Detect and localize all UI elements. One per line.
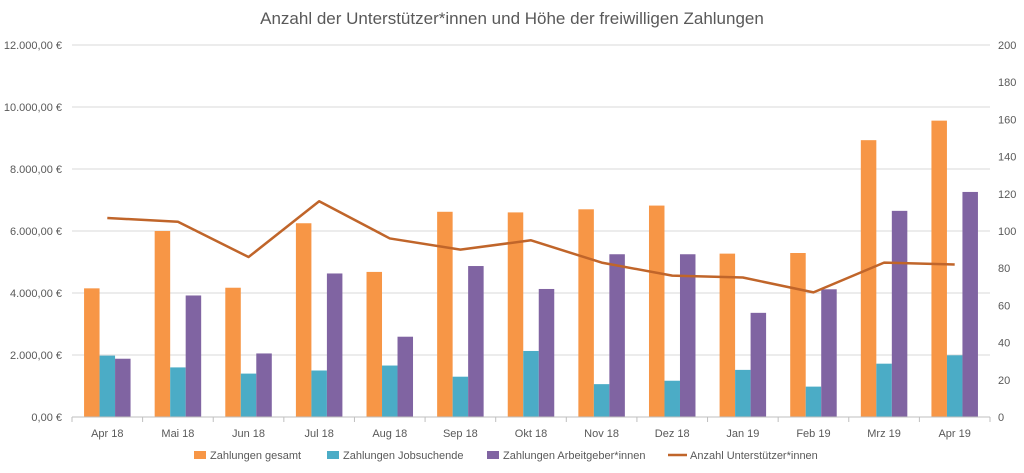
bar [468,266,484,417]
legend-swatch [327,451,339,459]
left-axis-ticks: 0,00 € 2.000,00 € 4.000,00 € 6.000,00 € 8.00… [4,40,62,424]
legend-label: Anzahl Unterstützer*innen [690,450,818,462]
right-tick-label: 120 [998,189,1016,201]
right-tick-label: 140 [998,152,1016,164]
left-tick-label: 0,00 € [31,412,62,424]
right-tick-label: 200 [998,40,1016,52]
bar [648,205,665,417]
x-tick-label: Aug 18 [372,428,407,440]
bar [382,365,398,417]
bar [225,287,241,417]
bar [99,355,116,417]
bar [805,386,822,417]
chart-title: Anzahl der Unterstützer*innen und Höhe d… [260,9,764,28]
bar [437,211,453,417]
left-tick-label: 6.000,00 € [10,226,62,238]
left-tick-label: 8.000,00 € [10,164,62,176]
bar [609,254,625,417]
x-tick-label: Jun 18 [232,428,265,440]
x-tick-label: Jan 19 [726,428,759,440]
x-tick-label: Mai 18 [161,428,194,440]
left-tick-label: 2.000,00 € [10,350,62,362]
x-tick-label: Okt 18 [515,428,547,440]
legend-label: Zahlungen gesamt [210,450,301,462]
bar [578,209,594,417]
bar [154,231,171,417]
bar [719,253,736,417]
left-tick-label: 10.000,00 € [4,102,62,114]
bar [876,363,892,417]
bar [679,254,696,417]
bar [256,353,272,417]
right-tick-label: 60 [998,300,1010,312]
bar [821,289,837,417]
left-tick-label: 4.000,00 € [10,288,62,300]
bar [538,288,555,417]
x-tick-label: Feb 19 [796,428,830,440]
bar [84,288,100,417]
right-tick-label: 0 [998,412,1004,424]
bar [735,369,751,417]
legend: Zahlungen gesamt Zahlungen Jobsuchende Zah… [194,450,818,462]
bar [185,295,202,417]
bar [931,120,947,417]
bar [311,370,327,417]
bar [523,350,539,417]
bar [366,271,383,417]
right-tick-label: 80 [998,263,1010,275]
grid-lines [72,44,990,418]
left-tick-label: 12.000,00 € [4,40,62,52]
right-tick-label: 40 [998,338,1010,350]
supporters-line [107,199,955,294]
bar [750,312,767,417]
x-tick-label: Sep 18 [443,428,478,440]
x-tick-label: Apr 18 [91,428,123,440]
bar [664,380,680,417]
bar [962,191,978,417]
legend-swatch [194,451,206,459]
line-series [107,199,955,294]
bar [115,358,131,417]
bar [507,212,524,417]
right-tick-label: 180 [998,77,1016,89]
bar [240,373,257,417]
x-axis-ticks: Apr 18 Mai 18 Jun 18 Jul 18 Aug 18 Sep 18 Okt … [71,416,991,440]
bar [946,355,963,417]
bar [452,376,469,417]
x-tick-label: Nov 18 [584,428,619,440]
bar [790,253,806,417]
x-tick-label: Mrz 19 [867,428,901,440]
right-tick-label: 100 [998,226,1016,238]
bar [593,384,610,417]
bar [891,210,908,417]
legend-label: Zahlungen Jobsuchende [343,450,463,462]
legend-label: Zahlungen Arbeitgeber*innen [503,450,646,462]
right-tick-label: 20 [998,375,1010,387]
right-axis-ticks: 0 20 40 60 80 100 120 140 160 180 200 [998,40,1016,424]
bar [397,336,414,417]
x-tick-label: Apr 19 [938,428,970,440]
right-tick-label: 160 [998,114,1016,126]
bar [326,273,343,417]
bar [295,223,312,417]
bars [84,120,978,418]
legend-swatch [487,451,499,459]
x-tick-label: Jul 18 [304,428,333,440]
bar [170,367,186,417]
bar [860,140,877,418]
x-tick-label: Dez 18 [655,428,690,440]
